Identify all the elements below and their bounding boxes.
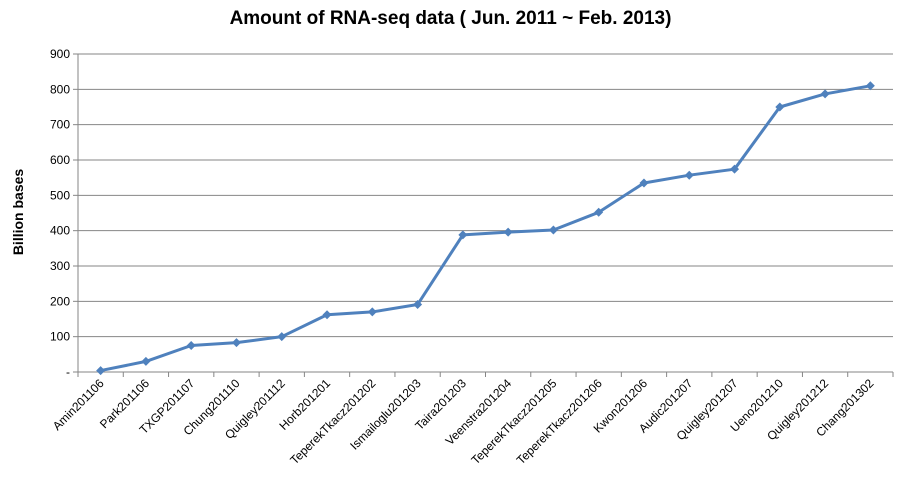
y-tick-label: 300 [50, 259, 70, 273]
x-tick-label: TeperekTkacz201205 [468, 376, 559, 467]
data-point [367, 307, 377, 317]
data-point [775, 102, 785, 112]
data-point [639, 178, 649, 188]
series-line [100, 84, 871, 373]
data-point [503, 227, 513, 237]
grid-layer [78, 53, 893, 338]
data-point [277, 332, 287, 342]
data-point [594, 207, 604, 217]
x-tick-label: TeperekTkacz201202 [287, 376, 378, 467]
y-tick-label: 700 [50, 118, 70, 132]
y-tick-label: 200 [50, 294, 70, 308]
y-tick-label: 100 [50, 330, 70, 344]
data-point [458, 230, 468, 240]
y-tick-label: 800 [50, 82, 70, 96]
y-tick-label: 500 [50, 188, 70, 202]
y-tick-label: 900 [50, 47, 70, 61]
data-point [730, 164, 740, 174]
x-tick-label: TeperekTkacz201206 [514, 376, 605, 467]
y-tick-label: - [66, 365, 70, 379]
chart-title: Amount of RNA-seq data ( Jun. 2011 ~ Feb… [229, 8, 672, 29]
series-layer [96, 81, 875, 376]
x-tick-label: Amin201106 [50, 376, 107, 433]
data-point [865, 81, 875, 91]
y-tick-label: 600 [50, 153, 70, 167]
data-point [231, 338, 241, 348]
data-point [820, 89, 830, 99]
data-point [413, 300, 423, 310]
data-point [684, 170, 694, 180]
data-point [548, 225, 558, 235]
axis-layer [73, 53, 894, 377]
label-layer: -100200300400500600700800900Amin201106Pa… [50, 47, 877, 467]
data-point [141, 356, 151, 366]
data-point [186, 341, 196, 350]
data-point [96, 366, 106, 376]
data-point [322, 310, 332, 320]
y-tick-label: 400 [50, 224, 70, 238]
